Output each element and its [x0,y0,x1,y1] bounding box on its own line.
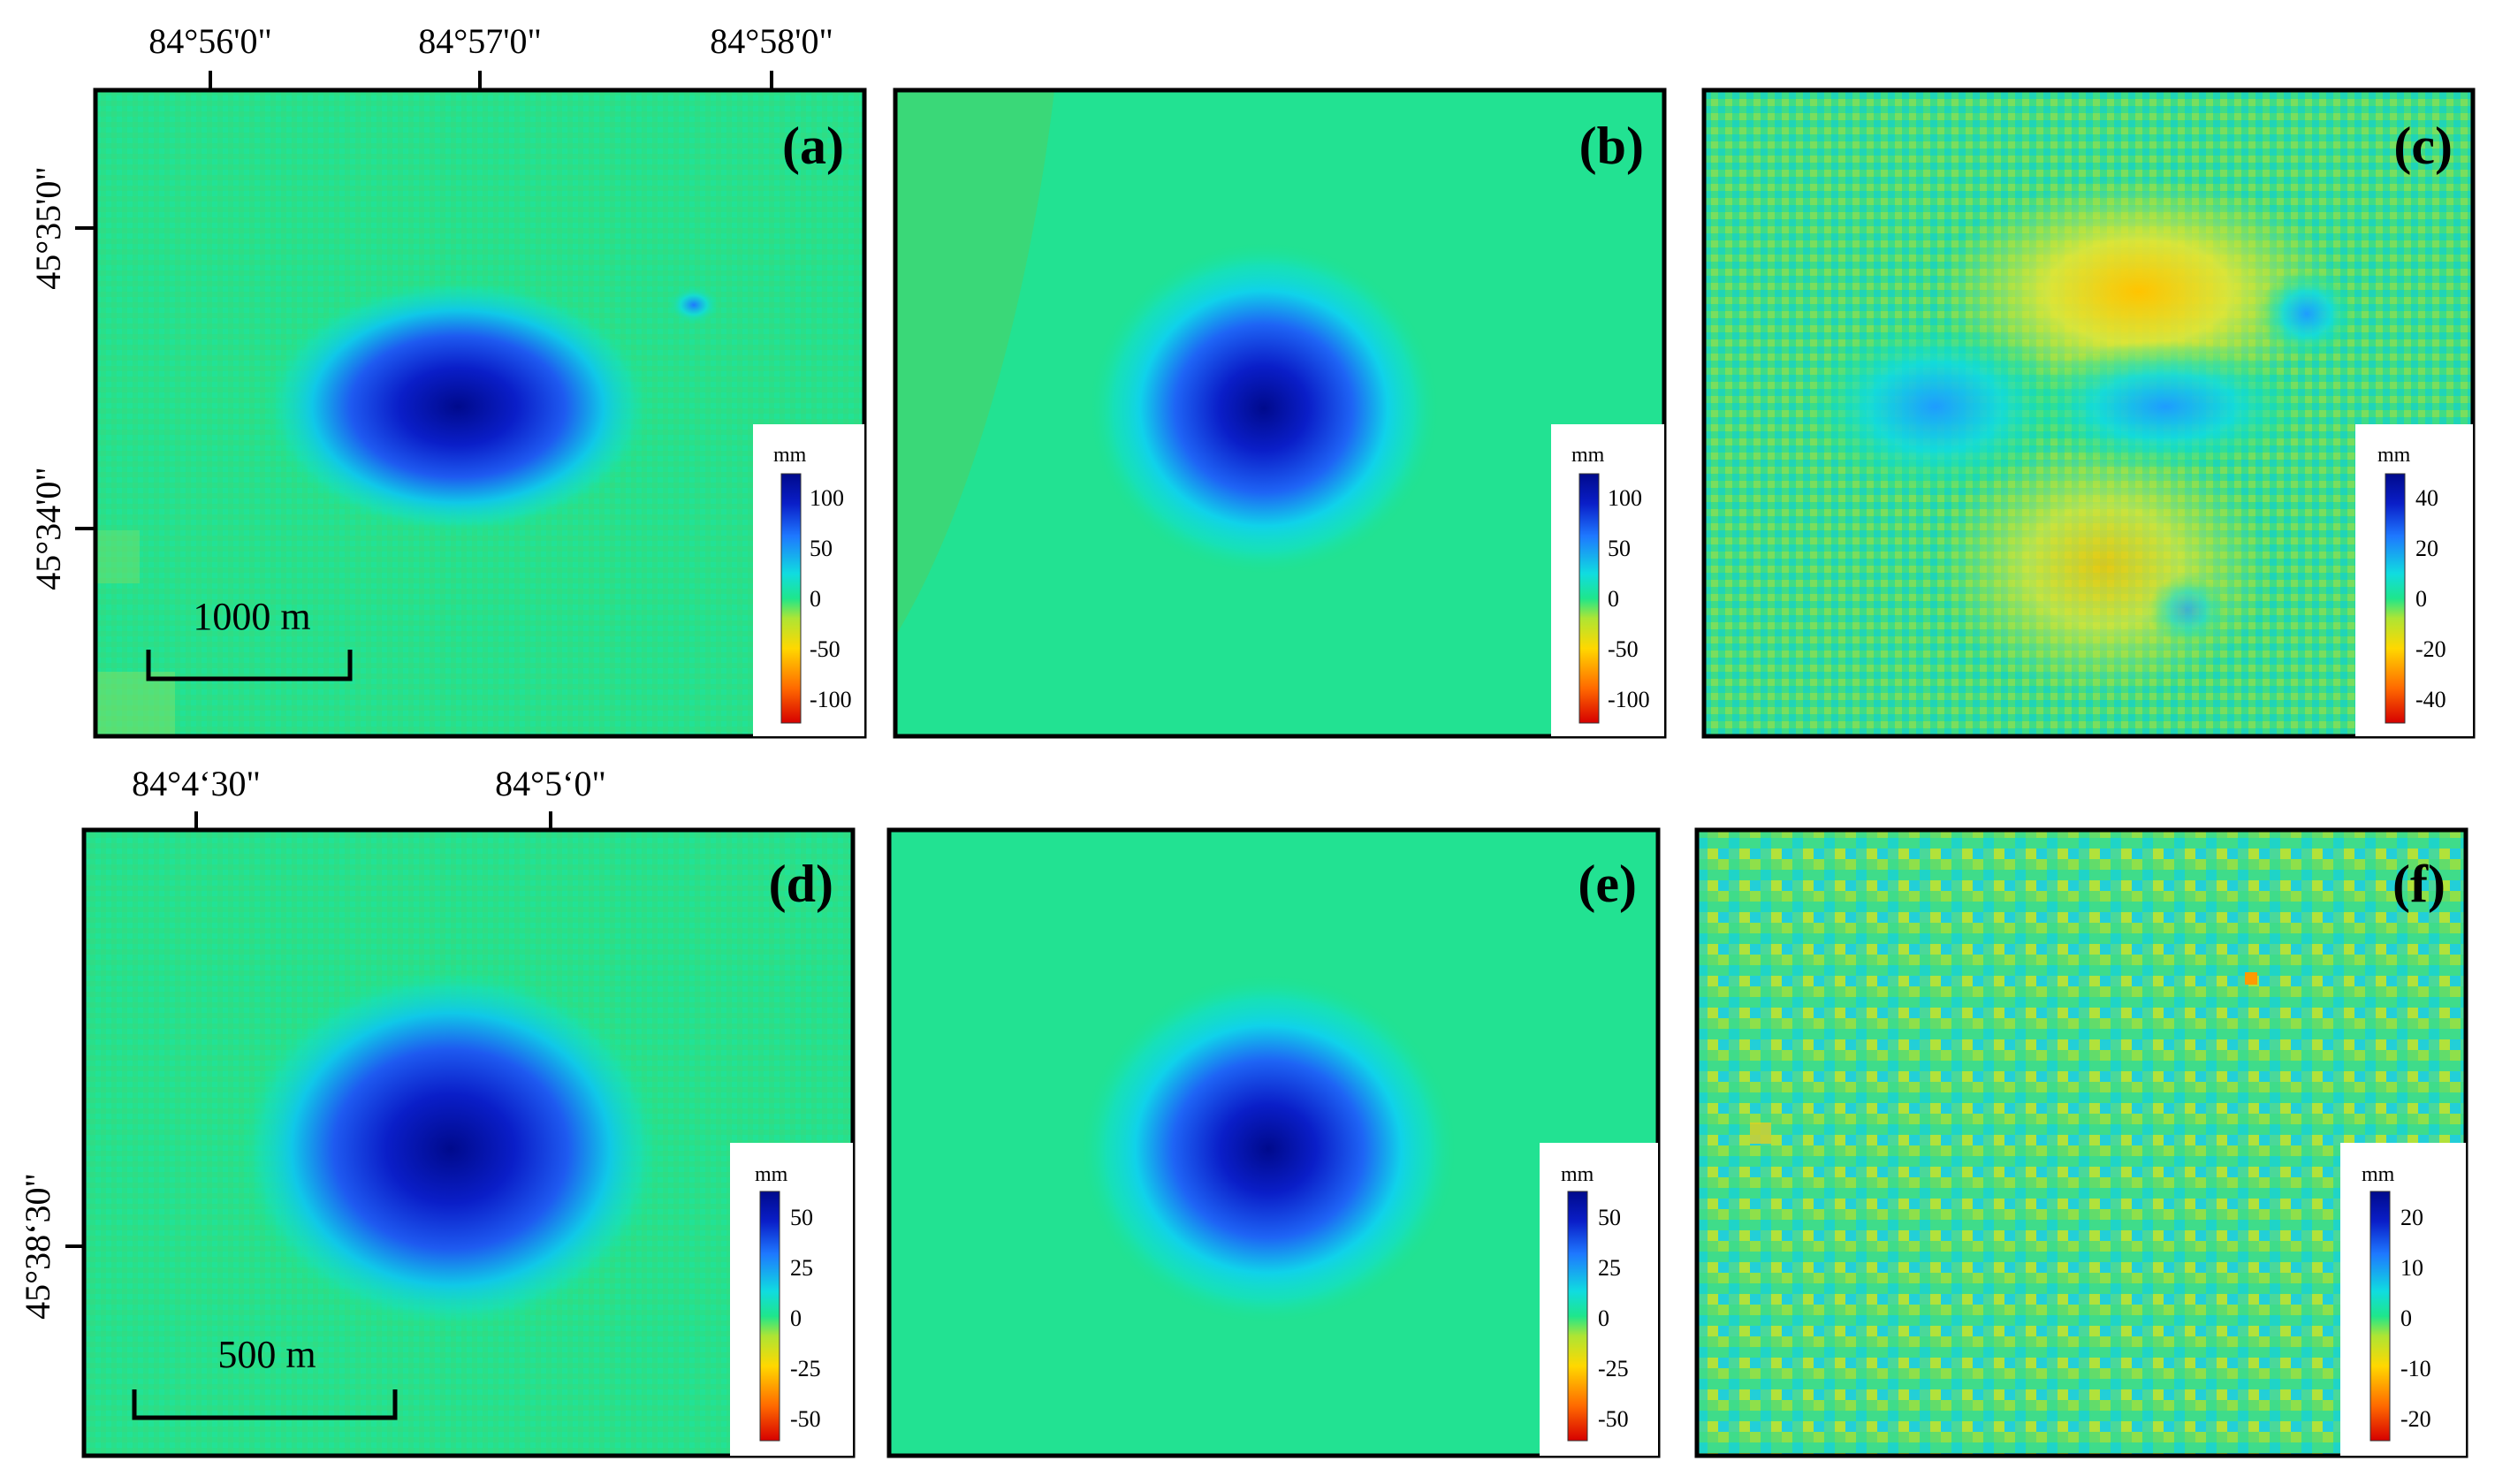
colorbar-d: mm 50 25 0 -25 -50 [730,1143,853,1456]
colorbar-tick: 20 [2400,1205,2423,1230]
colorbar-tick: -50 [810,636,841,662]
colorbar-tick: -100 [1608,687,1650,712]
colorbar-tick: 50 [1598,1205,1621,1230]
colorbar-tick: 100 [1608,485,1642,511]
colorbar-tick: 40 [2415,485,2438,511]
panel-f-letter: (f) [2392,855,2446,913]
scale-bar [146,650,353,681]
colorbar-b: mm 100 50 0 -50 -100 [1551,424,1664,736]
panel-c-letter: (c) [2393,117,2453,175]
lat-tick-label: 45°34'0" [28,467,68,590]
panel-b [895,90,1664,736]
colorbar-unit: mm [773,444,807,467]
lon-tick-label: 84°4‘30" [132,764,261,803]
colorbar-tick: -100 [810,687,852,712]
colorbar-a: mm 100 50 0 -50 -100 [753,424,864,736]
colorbar-tick: 0 [810,586,821,612]
lon-tick-label: 84°57'0" [418,21,542,61]
panel-c [1704,90,2473,736]
panel-e-letter: (e) [1578,855,1637,913]
panel-b-letter: (b) [1579,117,1644,175]
colorbar-tick: 10 [2400,1255,2423,1281]
colorbar-tick: 0 [1608,586,1619,612]
colorbar-tick: -10 [2400,1356,2431,1381]
scale-bar-label: 1000 m [193,595,310,638]
colorbar-unit: mm [1561,1163,1594,1186]
colorbar-unit: mm [2377,444,2411,467]
colorbar-tick: -50 [1598,1406,1629,1432]
colorbar-tick: 0 [1598,1305,1609,1331]
lat-tick-label: 45°38‘30" [18,1173,57,1320]
colorbar-tick: 100 [810,485,844,511]
colorbar-tick: 50 [810,536,833,561]
panel-e [889,830,1658,1456]
colorbar-tick: 50 [790,1205,813,1230]
colorbar-c: mm 40 20 0 -20 -40 [2355,424,2473,736]
panel-d-letter: (d) [769,855,833,913]
panel-f [1697,830,2466,1456]
colorbar-f: mm 20 10 0 -10 -20 [2340,1143,2466,1456]
panel-c-frame [1701,88,2476,739]
lon-tick-label: 84°58'0" [710,21,833,61]
colorbar-tick: -40 [2415,687,2446,712]
scale-bar [132,1389,398,1420]
colorbar-tick: 0 [2415,586,2427,612]
colorbar-tick: -20 [2415,636,2446,662]
scale-bar-label: 500 m [217,1333,316,1376]
colorbar-unit: mm [1571,444,1605,467]
colorbar-tick: 25 [790,1255,813,1281]
colorbar-tick: -25 [1598,1356,1629,1381]
panel-d [84,830,853,1456]
colorbar-tick: 25 [1598,1255,1621,1281]
colorbar-tick: 20 [2415,536,2438,561]
panel-a-frame [93,88,867,739]
colorbar-tick: -25 [790,1356,821,1381]
colorbar-unit: mm [2362,1163,2395,1186]
colorbar-tick: 0 [2400,1305,2412,1331]
colorbar-tick: 50 [1608,536,1631,561]
colorbar-tick: 0 [790,1305,802,1331]
lon-tick-label: 84°56'0" [148,21,272,61]
colorbar-e: mm 50 25 0 -25 -50 [1540,1143,1658,1456]
colorbar-tick: -50 [1608,636,1639,662]
colorbar-tick: -50 [790,1406,821,1432]
colorbar-unit: mm [755,1163,788,1186]
colorbar-tick: -20 [2400,1406,2431,1432]
lon-tick-label: 84°5‘0" [495,764,606,803]
panel-a [95,90,864,736]
panel-a-letter: (a) [782,117,844,175]
lat-tick-label: 45°35'0" [28,166,68,290]
panel-b-frame [893,88,1667,739]
